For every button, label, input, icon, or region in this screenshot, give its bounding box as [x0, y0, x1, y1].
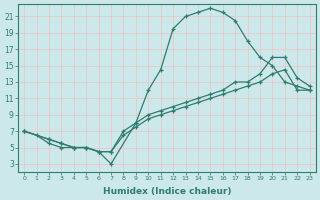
X-axis label: Humidex (Indice chaleur): Humidex (Indice chaleur) — [103, 187, 231, 196]
